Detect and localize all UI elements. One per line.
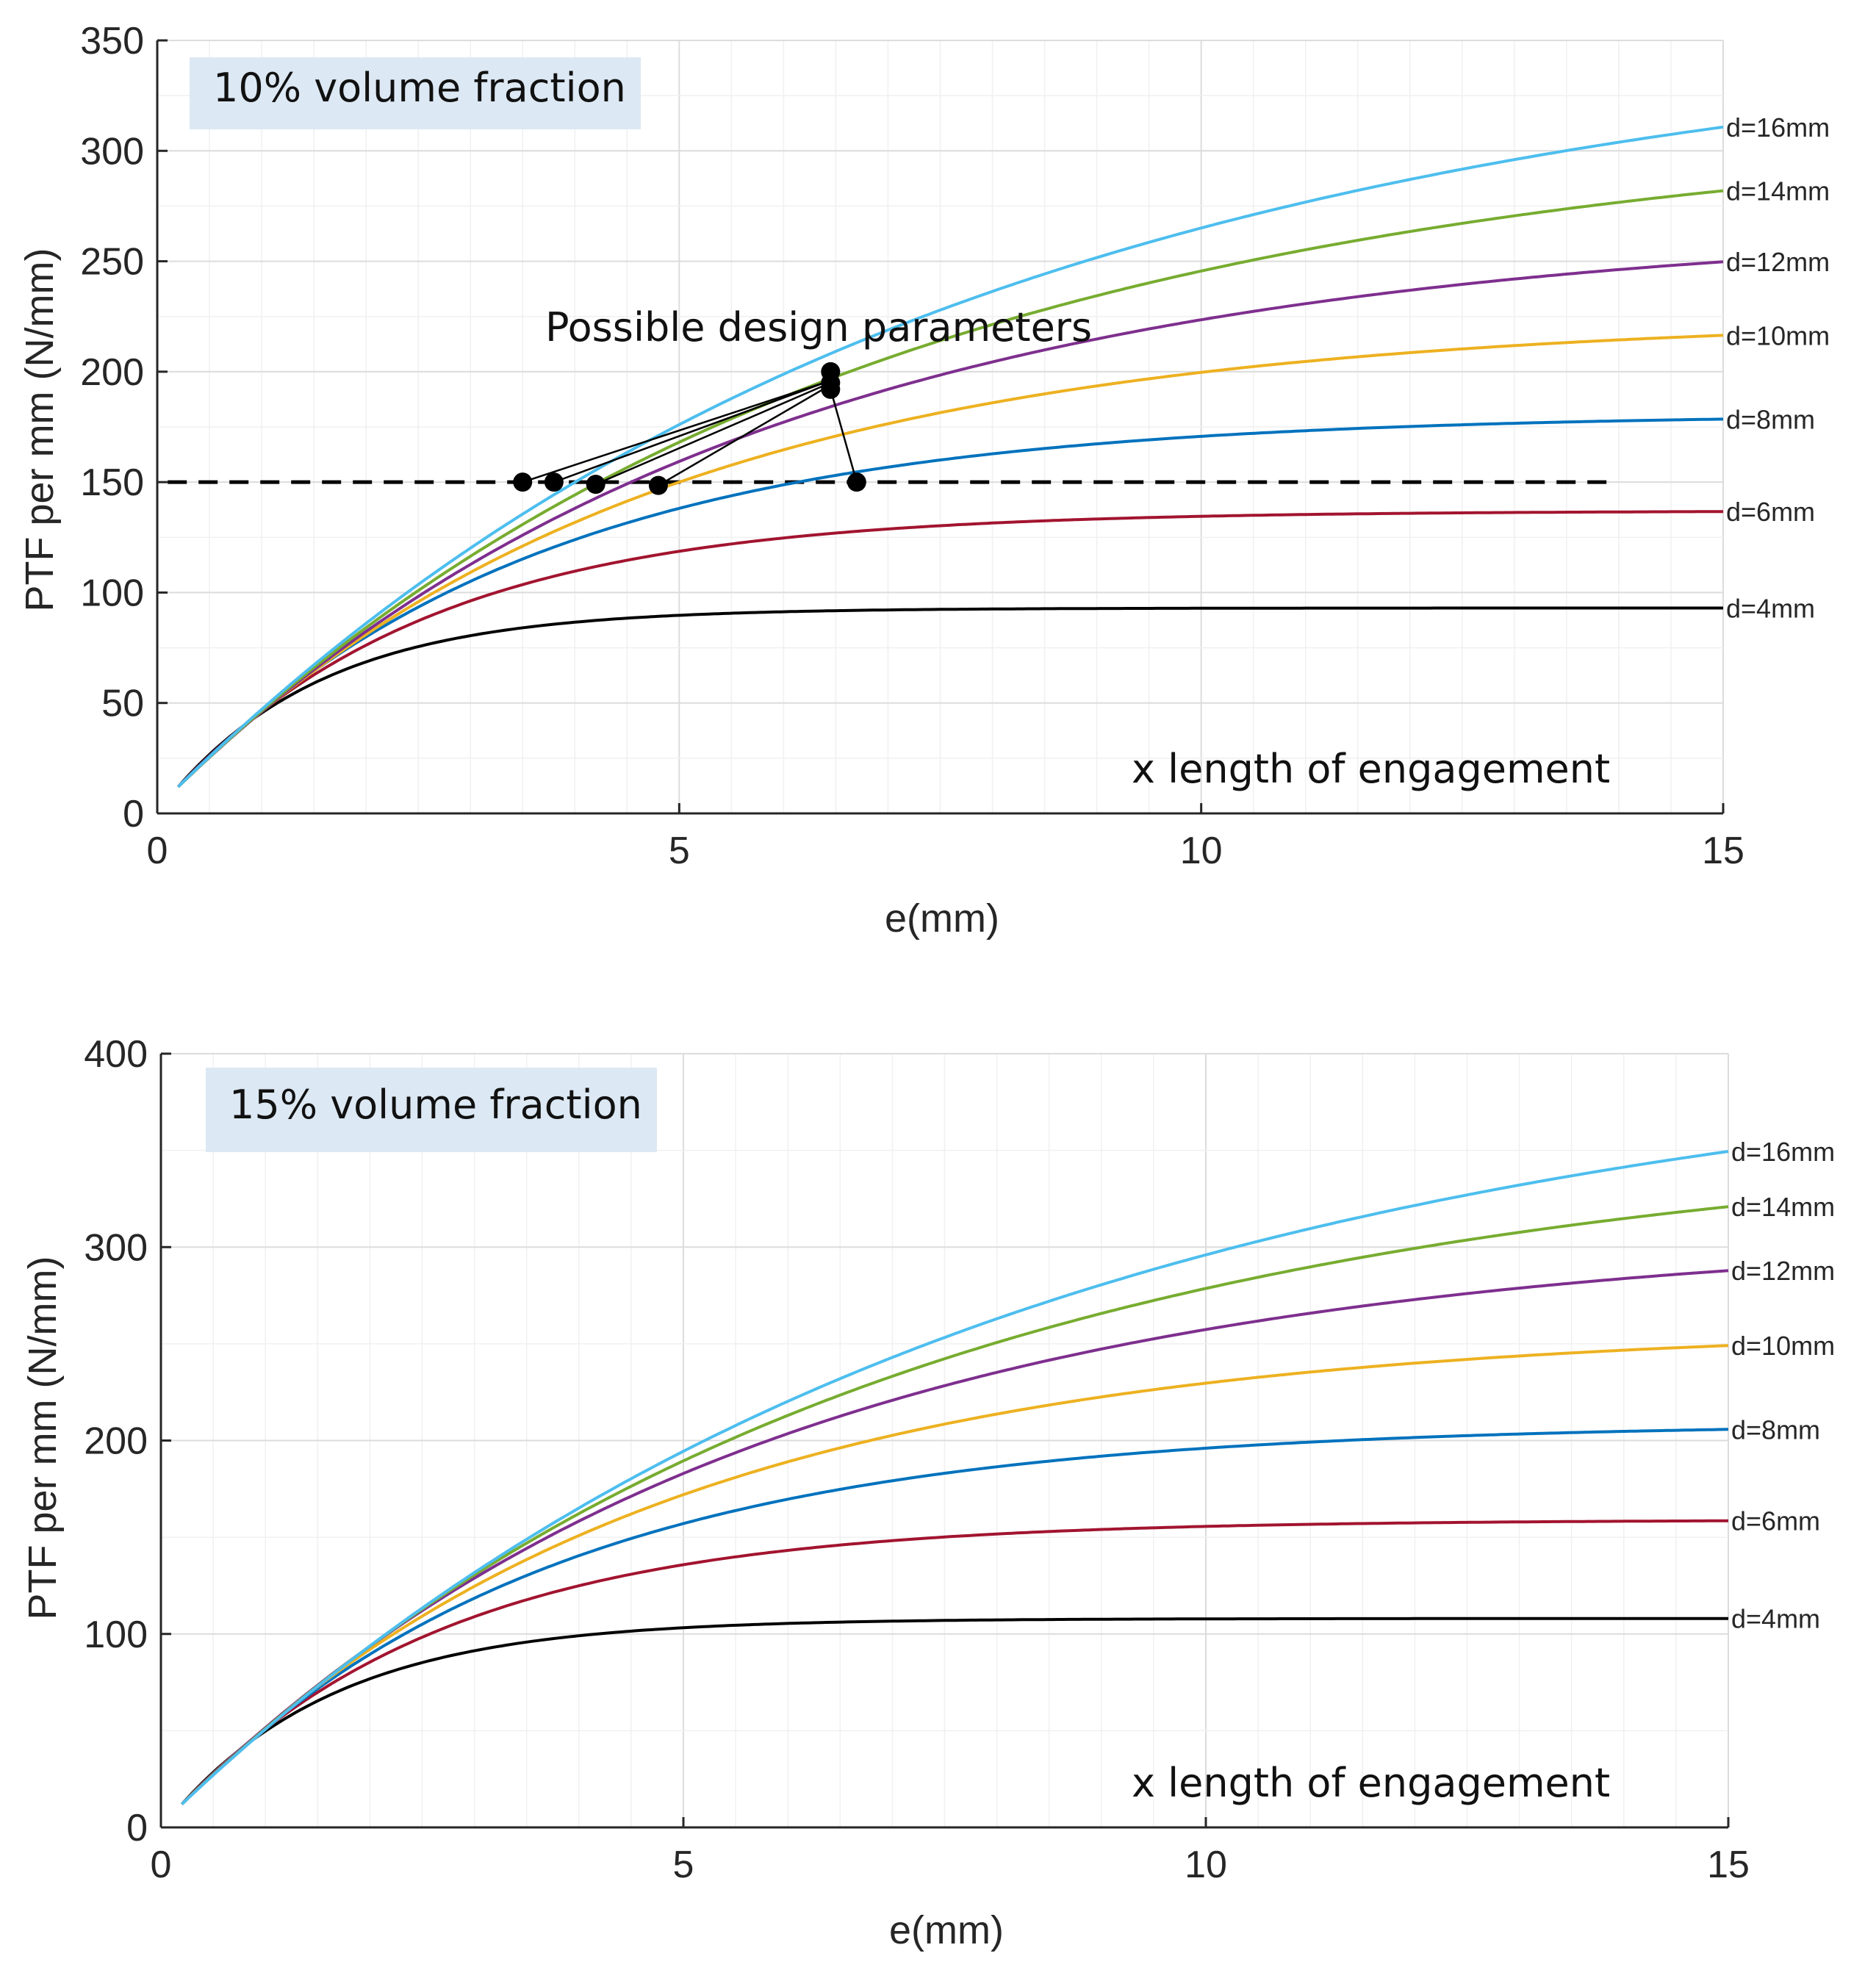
y-axis-label: PTF per mm (N/mm) bbox=[21, 1256, 65, 1620]
grid-lines bbox=[160, 1053, 1729, 1828]
series-line-d=16mm bbox=[181, 1150, 1729, 1805]
series-label-d=14mm: d=14mm bbox=[1726, 176, 1830, 206]
series-line-d=4mm bbox=[176, 606, 1723, 788]
series-label-d=6mm: d=6mm bbox=[1726, 497, 1815, 527]
design-connector bbox=[658, 384, 831, 486]
series-label-d=8mm: d=8mm bbox=[1731, 1414, 1820, 1445]
series-line-d=16mm bbox=[177, 125, 1724, 788]
y-tick-label: 200 bbox=[84, 1420, 148, 1463]
x-axis-label: e(mm) bbox=[885, 896, 999, 941]
series-layer bbox=[176, 125, 1724, 788]
y-tick-label: 300 bbox=[84, 1226, 148, 1269]
x-tick-label: 5 bbox=[673, 1844, 694, 1886]
design-point bbox=[847, 472, 866, 492]
series-layer bbox=[180, 1150, 1729, 1805]
design-point bbox=[513, 472, 533, 492]
design-annotation-label: Possible design parameters bbox=[545, 304, 1092, 350]
series-label-d=12mm: d=12mm bbox=[1731, 1256, 1835, 1286]
x-axis-label: e(mm) bbox=[889, 1908, 1004, 1952]
series-line-d=6mm bbox=[180, 1519, 1729, 1805]
series-label-d=16mm: d=16mm bbox=[1726, 112, 1830, 143]
x-tick-label: 15 bbox=[1707, 1844, 1750, 1886]
series-label-d=4mm: d=4mm bbox=[1731, 1604, 1820, 1634]
volume-fraction-box: 15% volume fraction bbox=[206, 1068, 657, 1152]
axes bbox=[156, 39, 1725, 815]
x-tick-label: 10 bbox=[1180, 830, 1223, 872]
series-line-d=4mm bbox=[180, 1617, 1728, 1805]
series-label-d=10mm: d=10mm bbox=[1726, 320, 1830, 350]
y-tick-label: 0 bbox=[123, 793, 144, 835]
series-label-d=10mm: d=10mm bbox=[1731, 1331, 1835, 1361]
axes bbox=[159, 1052, 1730, 1829]
design-point bbox=[821, 379, 841, 399]
bottom-note: x length of engagement bbox=[1132, 1760, 1610, 1806]
design-point bbox=[544, 472, 564, 492]
series-label-d=14mm: d=14mm bbox=[1731, 1192, 1835, 1222]
series-line-d=6mm bbox=[176, 510, 1723, 788]
chart-15-percent: 0 5 10 15 0 100 200 300 400 d=4mm d=6mm d=8mm d=10m… bbox=[21, 1033, 1835, 1952]
y-tick-label: 200 bbox=[80, 351, 144, 394]
series-label-d=8mm: d=8mm bbox=[1726, 404, 1815, 434]
design-connector bbox=[595, 381, 831, 486]
volume-fraction-box: 10% volume fraction bbox=[190, 57, 641, 129]
x-tick-label: 15 bbox=[1702, 830, 1744, 872]
y-tick-label: 0 bbox=[126, 1807, 148, 1849]
series-line-d=12mm bbox=[181, 1269, 1729, 1805]
y-tick-label: 400 bbox=[84, 1033, 148, 1076]
series-line-d=14mm bbox=[177, 189, 1724, 788]
x-tick-label: 0 bbox=[151, 1844, 172, 1886]
series-line-d=8mm bbox=[176, 417, 1724, 788]
volume-fraction-label: 10% volume fraction bbox=[213, 65, 626, 111]
series-label-d=6mm: d=6mm bbox=[1731, 1506, 1820, 1536]
series-labels: d=4mm d=6mm d=8mm d=10mm d=12mm d=14mm d=16mm bbox=[1726, 112, 1830, 624]
design-connector bbox=[553, 379, 831, 483]
design-point bbox=[586, 475, 605, 495]
tick-labels: 0 5 10 15 0 100 200 300 400 bbox=[84, 1033, 1750, 1886]
y-tick-label: 100 bbox=[84, 1614, 148, 1656]
design-connector bbox=[830, 389, 858, 483]
y-tick-label: 350 bbox=[80, 20, 144, 62]
design-connector bbox=[522, 379, 831, 483]
series-label-d=4mm: d=4mm bbox=[1726, 593, 1815, 623]
series-line-d=12mm bbox=[177, 260, 1724, 788]
series-line-d=10mm bbox=[177, 334, 1724, 788]
y-tick-label: 250 bbox=[80, 241, 144, 284]
bottom-note: x length of engagement bbox=[1132, 746, 1610, 792]
y-tick-label: 50 bbox=[101, 683, 144, 725]
series-label-d=12mm: d=12mm bbox=[1726, 247, 1830, 277]
series-line-d=10mm bbox=[181, 1344, 1729, 1805]
series-labels: d=4mm d=6mm d=8mm d=10mm d=12mm d=14mm d=16mm bbox=[1731, 1137, 1835, 1634]
y-tick-label: 300 bbox=[80, 130, 144, 173]
y-tick-label: 100 bbox=[80, 572, 144, 614]
y-axis-label: PTF per mm (N/mm) bbox=[18, 248, 62, 612]
grid-lines bbox=[157, 40, 1724, 814]
volume-fraction-label: 15% volume fraction bbox=[229, 1082, 642, 1128]
design-annotation bbox=[513, 362, 866, 495]
y-tick-label: 150 bbox=[80, 461, 144, 504]
x-tick-label: 0 bbox=[147, 830, 168, 872]
series-label-d=16mm: d=16mm bbox=[1731, 1137, 1835, 1167]
x-tick-label: 10 bbox=[1185, 1844, 1227, 1886]
x-tick-label: 5 bbox=[669, 830, 690, 872]
series-line-d=8mm bbox=[180, 1428, 1729, 1805]
design-point bbox=[648, 475, 668, 495]
